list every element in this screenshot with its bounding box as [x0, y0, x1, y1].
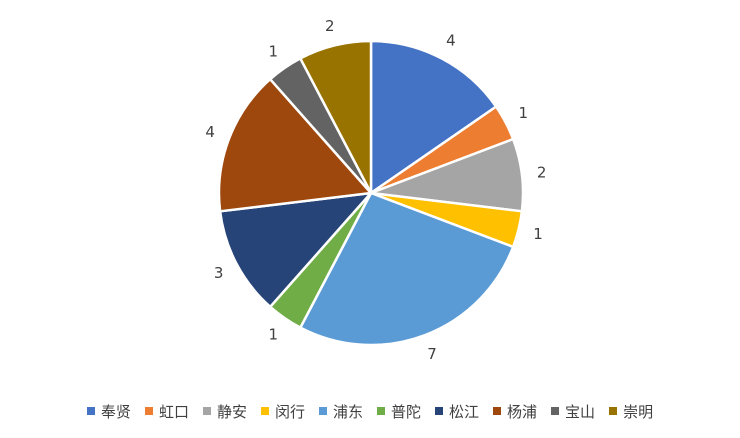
pie-slices [217, 39, 525, 347]
legend-item-2: 虹口 [144, 401, 189, 422]
legend-swatch [493, 407, 502, 415]
pie-slice-8 [217, 77, 373, 213]
legend-label: 松江 [449, 402, 480, 421]
pie-slice-10 [299, 39, 373, 195]
pie-slice-7 [218, 191, 373, 309]
legend-label: 普陀 [391, 402, 422, 421]
legend-item-5: 浦东 [318, 401, 363, 422]
legend-item-4: 闵行 [260, 401, 305, 422]
legend-item-9: 宝山 [551, 401, 595, 422]
legend-swatch [435, 407, 444, 415]
legend-swatch [551, 407, 560, 415]
chart-legend: 奉贤 虹口 静安 闵行 浦东 普陀 松江 杨浦 宝山 崇明 [0, 398, 740, 424]
legend-item-8: 杨浦 [493, 401, 537, 422]
legend-label: 虹口 [158, 402, 189, 421]
data-label-3: 2 [537, 163, 547, 181]
data-label-6: 1 [269, 326, 279, 344]
legend-swatch [144, 407, 153, 415]
data-label-8: 4 [205, 123, 215, 141]
legend-item-3: 静安 [202, 401, 247, 422]
legend-item-7: 松江 [435, 401, 479, 422]
legend-label: 奉贤 [100, 402, 131, 421]
legend-swatch [202, 407, 211, 415]
legend-swatch [377, 407, 385, 415]
legend-swatch [609, 407, 618, 415]
pie-slice-1 [369, 39, 498, 195]
data-label-2: 1 [519, 104, 529, 122]
legend-item-10: 崇明 [609, 401, 653, 422]
legend-swatch [318, 407, 327, 415]
legend-label: 闵行 [274, 402, 305, 421]
legend-label: 崇明 [623, 402, 654, 421]
legend-label: 浦东 [332, 402, 363, 421]
legend-item-1: 奉贤 [86, 401, 131, 422]
data-label-10: 2 [325, 17, 335, 35]
data-label-4: 1 [533, 225, 543, 243]
pie-slice-5 [299, 191, 515, 347]
legend-label: 宝山 [565, 402, 596, 421]
data-label-7: 3 [214, 264, 224, 282]
data-label-5: 7 [427, 345, 437, 363]
data-label-1: 4 [446, 32, 456, 50]
legend-label: 静安 [216, 402, 247, 421]
legend-item-6: 普陀 [377, 401, 421, 422]
legend-swatch [260, 407, 269, 415]
legend-swatch [86, 407, 95, 415]
data-label-9: 1 [269, 42, 279, 60]
legend-label: 杨浦 [507, 402, 538, 421]
